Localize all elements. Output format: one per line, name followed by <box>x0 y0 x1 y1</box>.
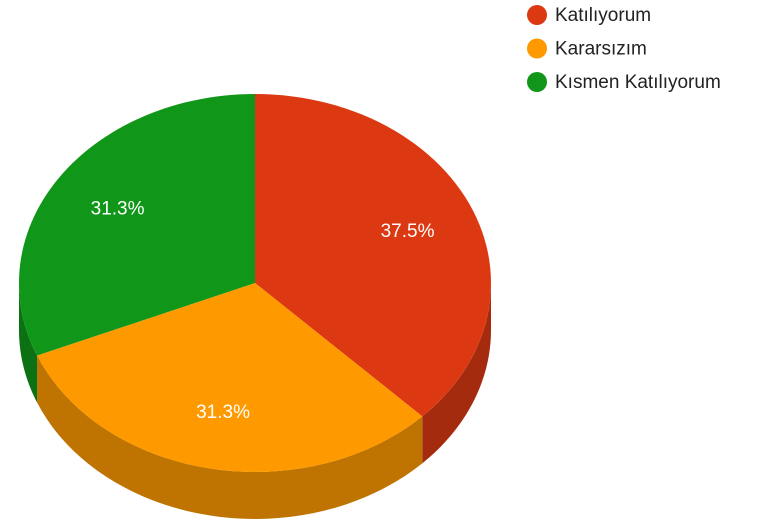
data-label: 31.3% <box>91 199 145 220</box>
legend-swatch <box>527 5 547 25</box>
slice <box>255 94 491 417</box>
legend-swatch <box>527 72 547 92</box>
legend-swatch <box>527 38 547 59</box>
legend-label: Kısmen Katılıyorum <box>555 72 721 93</box>
slice <box>19 94 255 356</box>
data-label: 37.5% <box>381 221 435 242</box>
slice-side <box>422 283 491 464</box>
data-label: 31.3% <box>196 402 250 423</box>
legend-label: Katılıyorum <box>555 5 651 26</box>
slice-side <box>19 283 38 403</box>
slice-side <box>37 355 423 519</box>
slice <box>37 283 423 472</box>
legend-label: Kararsızım <box>555 39 647 60</box>
